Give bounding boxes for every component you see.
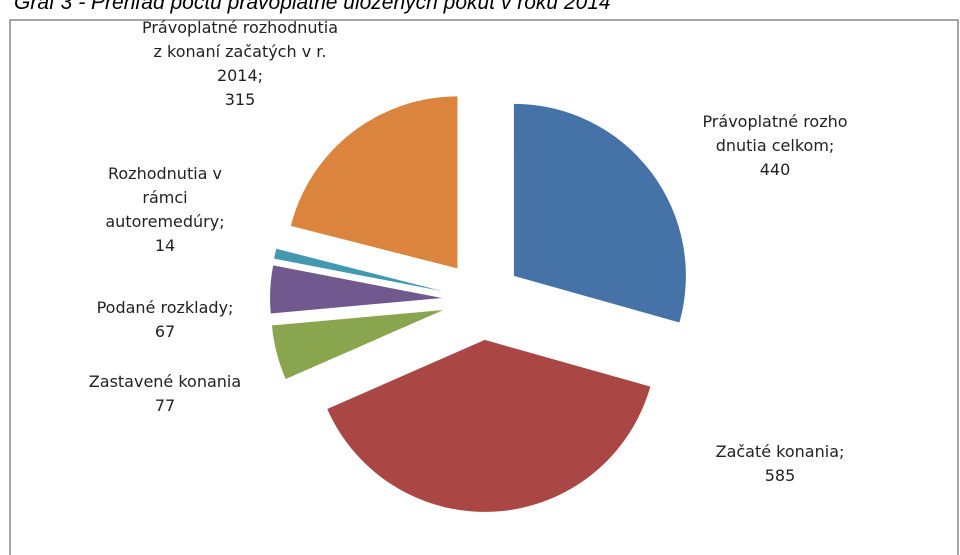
data-label: Zastavené konania 77	[60, 370, 270, 418]
pie-slice	[327, 339, 651, 512]
label-value: 67	[154, 322, 176, 341]
label-value: 440	[759, 160, 791, 179]
chart-border	[9, 19, 959, 555]
pie-slice	[271, 309, 444, 380]
label-category: Právoplatné rozhodnutia z konaní začatýc…	[141, 18, 339, 85]
label-value: 77	[154, 396, 176, 415]
pie-slice	[513, 103, 686, 323]
label-category: Podané rozklady;	[96, 298, 234, 317]
chart-title: Graf 3 - Prehľad počtu právoplatne ulože…	[14, 0, 611, 14]
data-label: Podané rozklady; 67	[60, 296, 270, 344]
pie-slice	[274, 248, 443, 292]
data-label: Právoplatné rozho dnutia celkom; 440	[680, 110, 870, 182]
label-category: Právoplatné rozho dnutia celkom;	[702, 112, 848, 155]
data-label: Začaté konania; 585	[680, 440, 880, 488]
pie-slice	[290, 96, 458, 269]
label-value: 315	[224, 90, 256, 109]
label-value: 14	[154, 236, 176, 255]
data-label: Právoplatné rozhodnutia z konaní začatýc…	[140, 16, 340, 112]
pie-slice	[270, 265, 443, 314]
data-label: Rozhodnutia v rámci autoremedúry; 14	[100, 162, 230, 258]
label-category: Rozhodnutia v rámci autoremedúry;	[105, 164, 225, 231]
label-category: Začaté konania;	[715, 442, 845, 461]
label-category: Zastavené konania	[88, 372, 242, 391]
label-value: 585	[764, 466, 796, 485]
